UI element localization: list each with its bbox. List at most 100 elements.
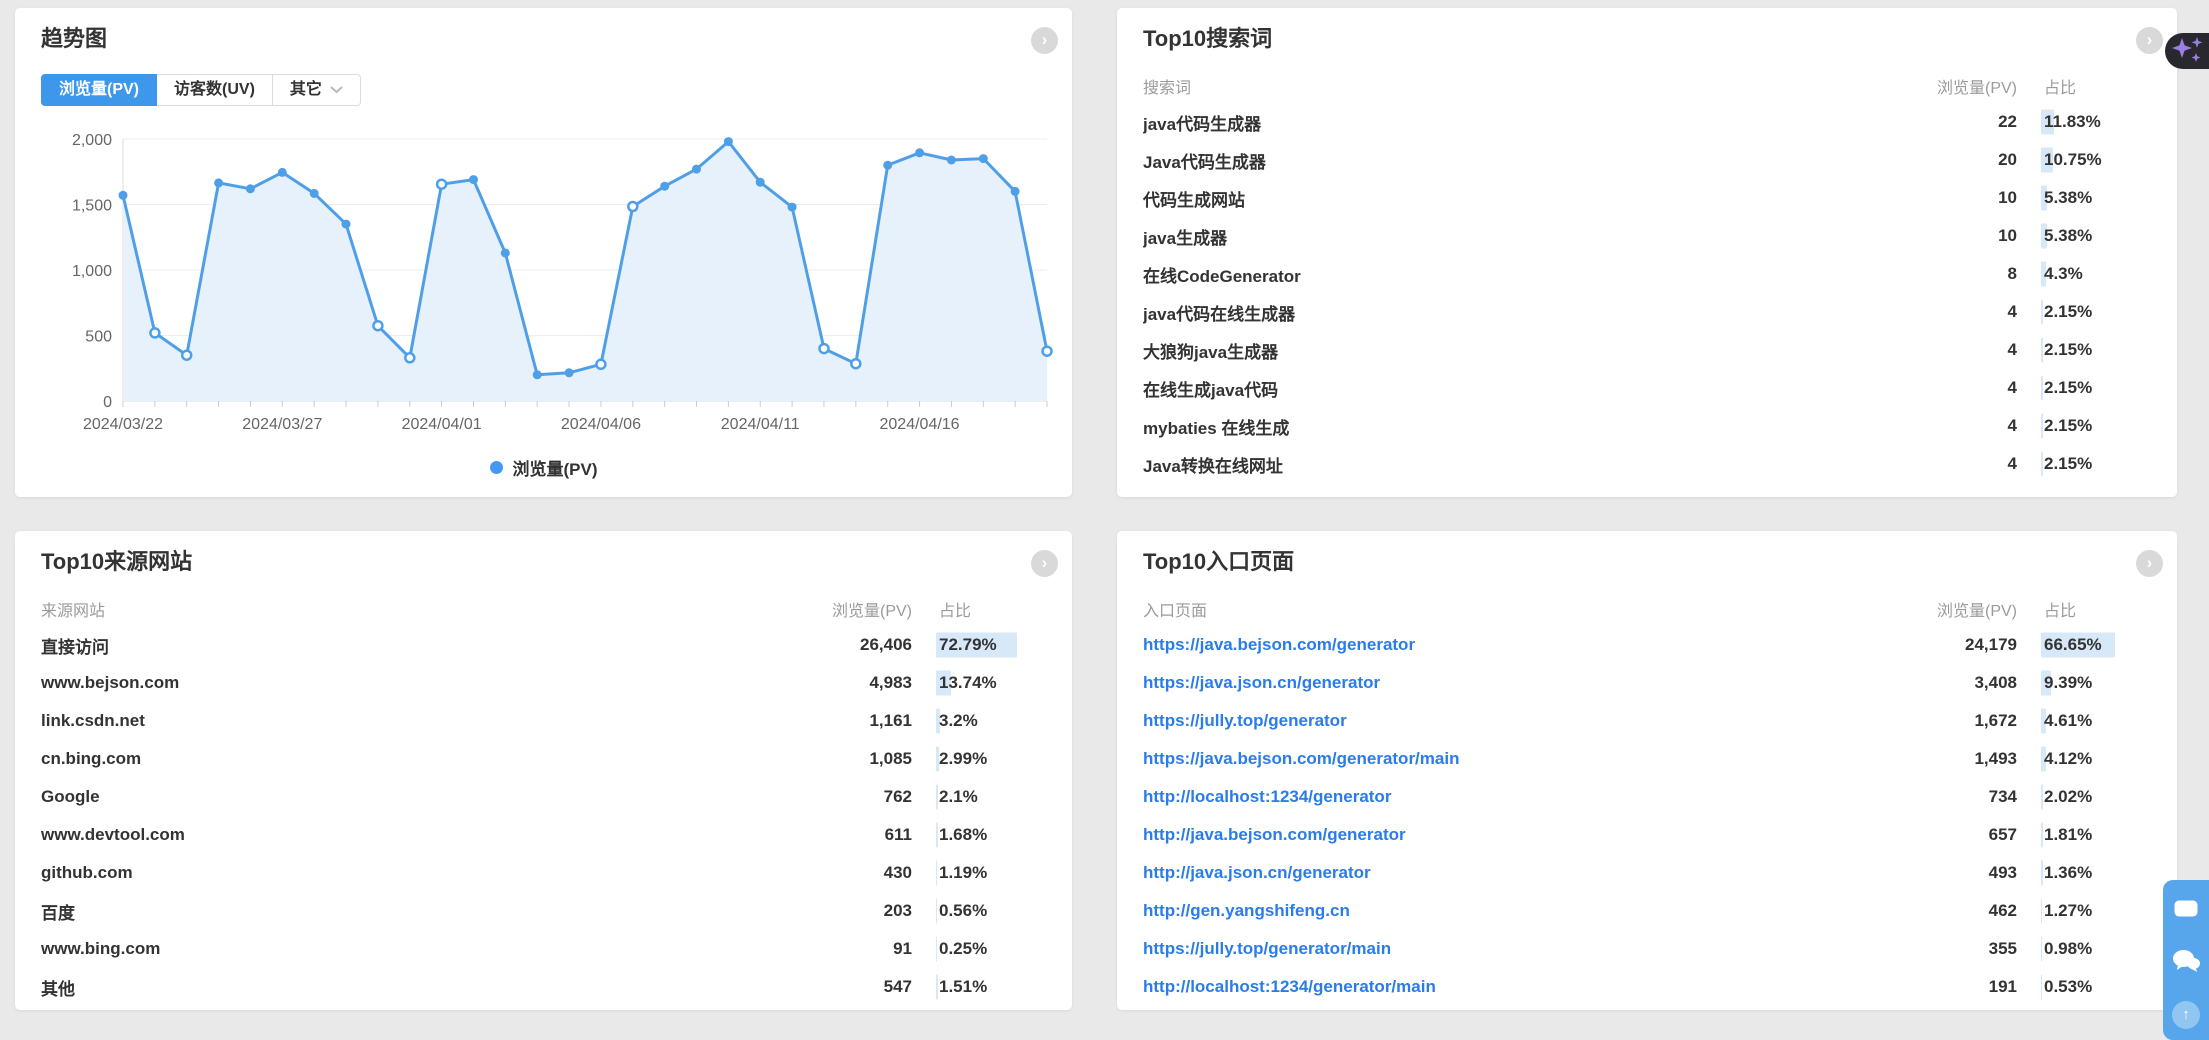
row-pct-value: 2.15% bbox=[2044, 454, 2163, 474]
row-pv-value: 355 bbox=[1897, 939, 2017, 959]
svg-text:2024/04/16: 2024/04/16 bbox=[880, 416, 960, 433]
row-pct-value: 2.02% bbox=[2044, 787, 2163, 807]
row-pct-value: 2.99% bbox=[939, 749, 1058, 769]
chat-support-button[interactable] bbox=[2171, 947, 2201, 977]
chart-legend[interactable]: 浏览量(PV) bbox=[15, 455, 1072, 480]
row-name: 在线CodeGenerator bbox=[1143, 262, 1897, 287]
screen-share-button[interactable] bbox=[2171, 893, 2201, 923]
legend-label: 浏览量(PV) bbox=[513, 455, 598, 480]
svg-text:2024/04/01: 2024/04/01 bbox=[402, 416, 482, 433]
pct-bar bbox=[936, 899, 937, 924]
chevron-down-icon bbox=[330, 86, 343, 94]
pct-bar bbox=[936, 823, 938, 848]
row-pct-value: 1.27% bbox=[2044, 901, 2163, 921]
row-pv-value: 4 bbox=[1897, 340, 2017, 360]
row-pv-value: 8 bbox=[1897, 264, 2017, 284]
row-pct-value: 3.2% bbox=[939, 711, 1058, 731]
window-icon bbox=[2174, 900, 2198, 917]
svg-text:2024/03/27: 2024/03/27 bbox=[242, 416, 322, 433]
sparkles-icon bbox=[2169, 35, 2207, 67]
tab-other-label: 其它 bbox=[290, 75, 322, 105]
row-pv-value: 10 bbox=[1897, 188, 2017, 208]
row-pv-value: 4 bbox=[1897, 302, 2017, 322]
back-to-top-button[interactable]: ↑ bbox=[2171, 1000, 2201, 1030]
row-pct-value: 2.15% bbox=[2044, 302, 2163, 322]
row-name: Java转换在线网址 bbox=[1143, 452, 1897, 477]
row-pct-value: 1.51% bbox=[939, 977, 1058, 997]
row-pct-value: 5.38% bbox=[2044, 226, 2163, 246]
row-name: Google bbox=[41, 787, 792, 807]
row-pv-value: 24,179 bbox=[1897, 635, 2017, 655]
row-pct-value: 2.15% bbox=[2044, 340, 2163, 360]
row-pv-value: 611 bbox=[792, 825, 912, 845]
row-pv-value: 22 bbox=[1897, 112, 2017, 132]
row-link[interactable]: http://gen.yangshifeng.cn bbox=[1143, 901, 1897, 921]
svg-text:1,000: 1,000 bbox=[72, 263, 112, 280]
row-name: github.com bbox=[41, 863, 792, 883]
expand-button[interactable]: › bbox=[2136, 27, 2163, 54]
row-link[interactable]: https://jully.top/generator/main bbox=[1143, 939, 1897, 959]
row-pv-value: 1,493 bbox=[1897, 749, 2017, 769]
tab-other-dropdown[interactable]: 其它 bbox=[273, 74, 361, 106]
panel-title: Top10搜索词 bbox=[1143, 27, 1272, 51]
row-pct-value: 0.98% bbox=[2044, 939, 2163, 959]
pct-bar bbox=[936, 785, 938, 810]
row-name: mybaties 在线生成 bbox=[1143, 414, 1897, 439]
row-link[interactable]: http://localhost:1234/generator bbox=[1143, 787, 1897, 807]
svg-text:2,000: 2,000 bbox=[72, 132, 112, 149]
row-link[interactable]: http://localhost:1234/generator/main bbox=[1143, 977, 1897, 997]
row-pct-value: 0.56% bbox=[939, 901, 1058, 921]
pct-bar bbox=[936, 861, 937, 886]
row-pv-value: 4 bbox=[1897, 416, 2017, 436]
row-name: Java代码生成器 bbox=[1143, 148, 1897, 173]
row-pct-value: 1.81% bbox=[2044, 825, 2163, 845]
pct-bar bbox=[936, 975, 938, 1000]
row-pv-value: 191 bbox=[1897, 977, 2017, 997]
row-pct-value: 1.19% bbox=[939, 863, 1058, 883]
tab-visitors-uv[interactable]: 访客数(UV) bbox=[157, 74, 273, 106]
row-pv-value: 1,161 bbox=[792, 711, 912, 731]
row-link[interactable]: http://java.json.cn/generator bbox=[1143, 863, 1897, 883]
tab-pageviews-pv[interactable]: 浏览量(PV) bbox=[41, 74, 157, 106]
pct-bar bbox=[2041, 823, 2043, 848]
row-pct-value: 66.65% bbox=[2044, 635, 2163, 655]
row-name: 其他 bbox=[41, 975, 792, 1000]
expand-button[interactable]: › bbox=[2136, 550, 2163, 577]
expand-button[interactable]: › bbox=[1031, 27, 1058, 54]
row-link[interactable]: https://java.json.cn/generator bbox=[1143, 673, 1897, 693]
expand-button[interactable]: › bbox=[1031, 550, 1058, 577]
row-pct-value: 10.75% bbox=[2044, 150, 2163, 170]
row-link[interactable]: https://java.bejson.com/generator bbox=[1143, 635, 1897, 655]
chat-bubbles-icon bbox=[2173, 950, 2200, 973]
svg-text:2024/04/11: 2024/04/11 bbox=[721, 416, 800, 433]
row-pct-value: 72.79% bbox=[939, 635, 1058, 655]
row-name: java生成器 bbox=[1143, 224, 1897, 249]
ai-assistant-button[interactable] bbox=[2165, 33, 2209, 69]
row-name: 大狼狗java生成器 bbox=[1143, 338, 1897, 363]
row-name: 在线生成java代码 bbox=[1143, 376, 1897, 401]
col-pv: 浏览量(PV) bbox=[792, 597, 912, 621]
row-name: 百度 bbox=[41, 899, 792, 924]
row-link[interactable]: https://jully.top/generator bbox=[1143, 711, 1897, 731]
row-link[interactable]: http://java.bejson.com/generator bbox=[1143, 825, 1897, 845]
row-name: www.bing.com bbox=[41, 939, 792, 959]
row-link[interactable]: https://java.bejson.com/generator/main bbox=[1143, 749, 1897, 769]
row-pv-value: 657 bbox=[1897, 825, 2017, 845]
chevron-right-icon: › bbox=[1031, 27, 1058, 53]
